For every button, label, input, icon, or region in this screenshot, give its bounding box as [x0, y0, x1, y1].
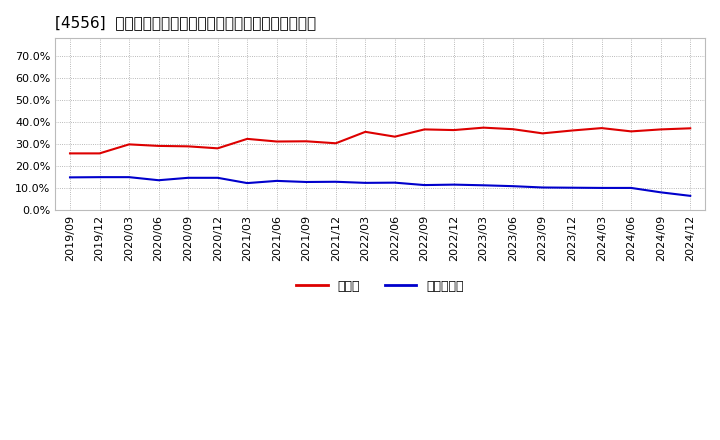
現顔金: [361, 129, 369, 135]
現顔金: [598, 125, 606, 131]
有利子負債: [568, 185, 577, 191]
有利子負債: [627, 185, 636, 191]
有利子負債: [302, 180, 310, 185]
現顔金: [657, 127, 665, 132]
現顔金: [243, 136, 251, 142]
現顔金: [272, 139, 281, 144]
Text: [4556]  現顔金、有利子負債の総資産に対する比率の推移: [4556] 現顔金、有利子負債の総資産に対する比率の推移: [55, 15, 316, 30]
有利子負債: [686, 193, 695, 198]
現顔金: [95, 151, 104, 156]
有利子負債: [361, 180, 369, 186]
有利子負債: [184, 175, 192, 180]
現顔金: [686, 126, 695, 131]
現顔金: [420, 127, 428, 132]
現顔金: [213, 146, 222, 151]
有利子負債: [598, 185, 606, 191]
現顔金: [66, 151, 74, 156]
有利子負債: [272, 178, 281, 183]
現顔金: [509, 127, 518, 132]
現顔金: [184, 144, 192, 149]
現顔金: [627, 129, 636, 134]
有利子負債: [420, 183, 428, 188]
有利子負債: [331, 179, 340, 184]
現顔金: [390, 134, 399, 139]
有利子負債: [509, 183, 518, 189]
有利子負債: [657, 190, 665, 195]
Legend: 現顔金, 有利子負債: 現顔金, 有利子負債: [292, 275, 469, 298]
現顔金: [125, 142, 133, 147]
現顔金: [154, 143, 163, 149]
有利子負債: [95, 175, 104, 180]
現顔金: [331, 141, 340, 146]
有利子負債: [390, 180, 399, 185]
有利子負債: [66, 175, 74, 180]
現顔金: [480, 125, 488, 130]
現顔金: [539, 131, 547, 136]
現顔金: [568, 128, 577, 133]
Line: 現顔金: 現顔金: [70, 128, 690, 154]
現顔金: [302, 139, 310, 144]
有利子負債: [125, 175, 133, 180]
有利子負債: [243, 180, 251, 186]
Line: 有利子負債: 有利子負債: [70, 177, 690, 196]
有利子負債: [480, 183, 488, 188]
有利子負債: [213, 175, 222, 180]
有利子負債: [539, 185, 547, 190]
現顔金: [449, 128, 458, 133]
有利子負債: [449, 182, 458, 187]
有利子負債: [154, 178, 163, 183]
